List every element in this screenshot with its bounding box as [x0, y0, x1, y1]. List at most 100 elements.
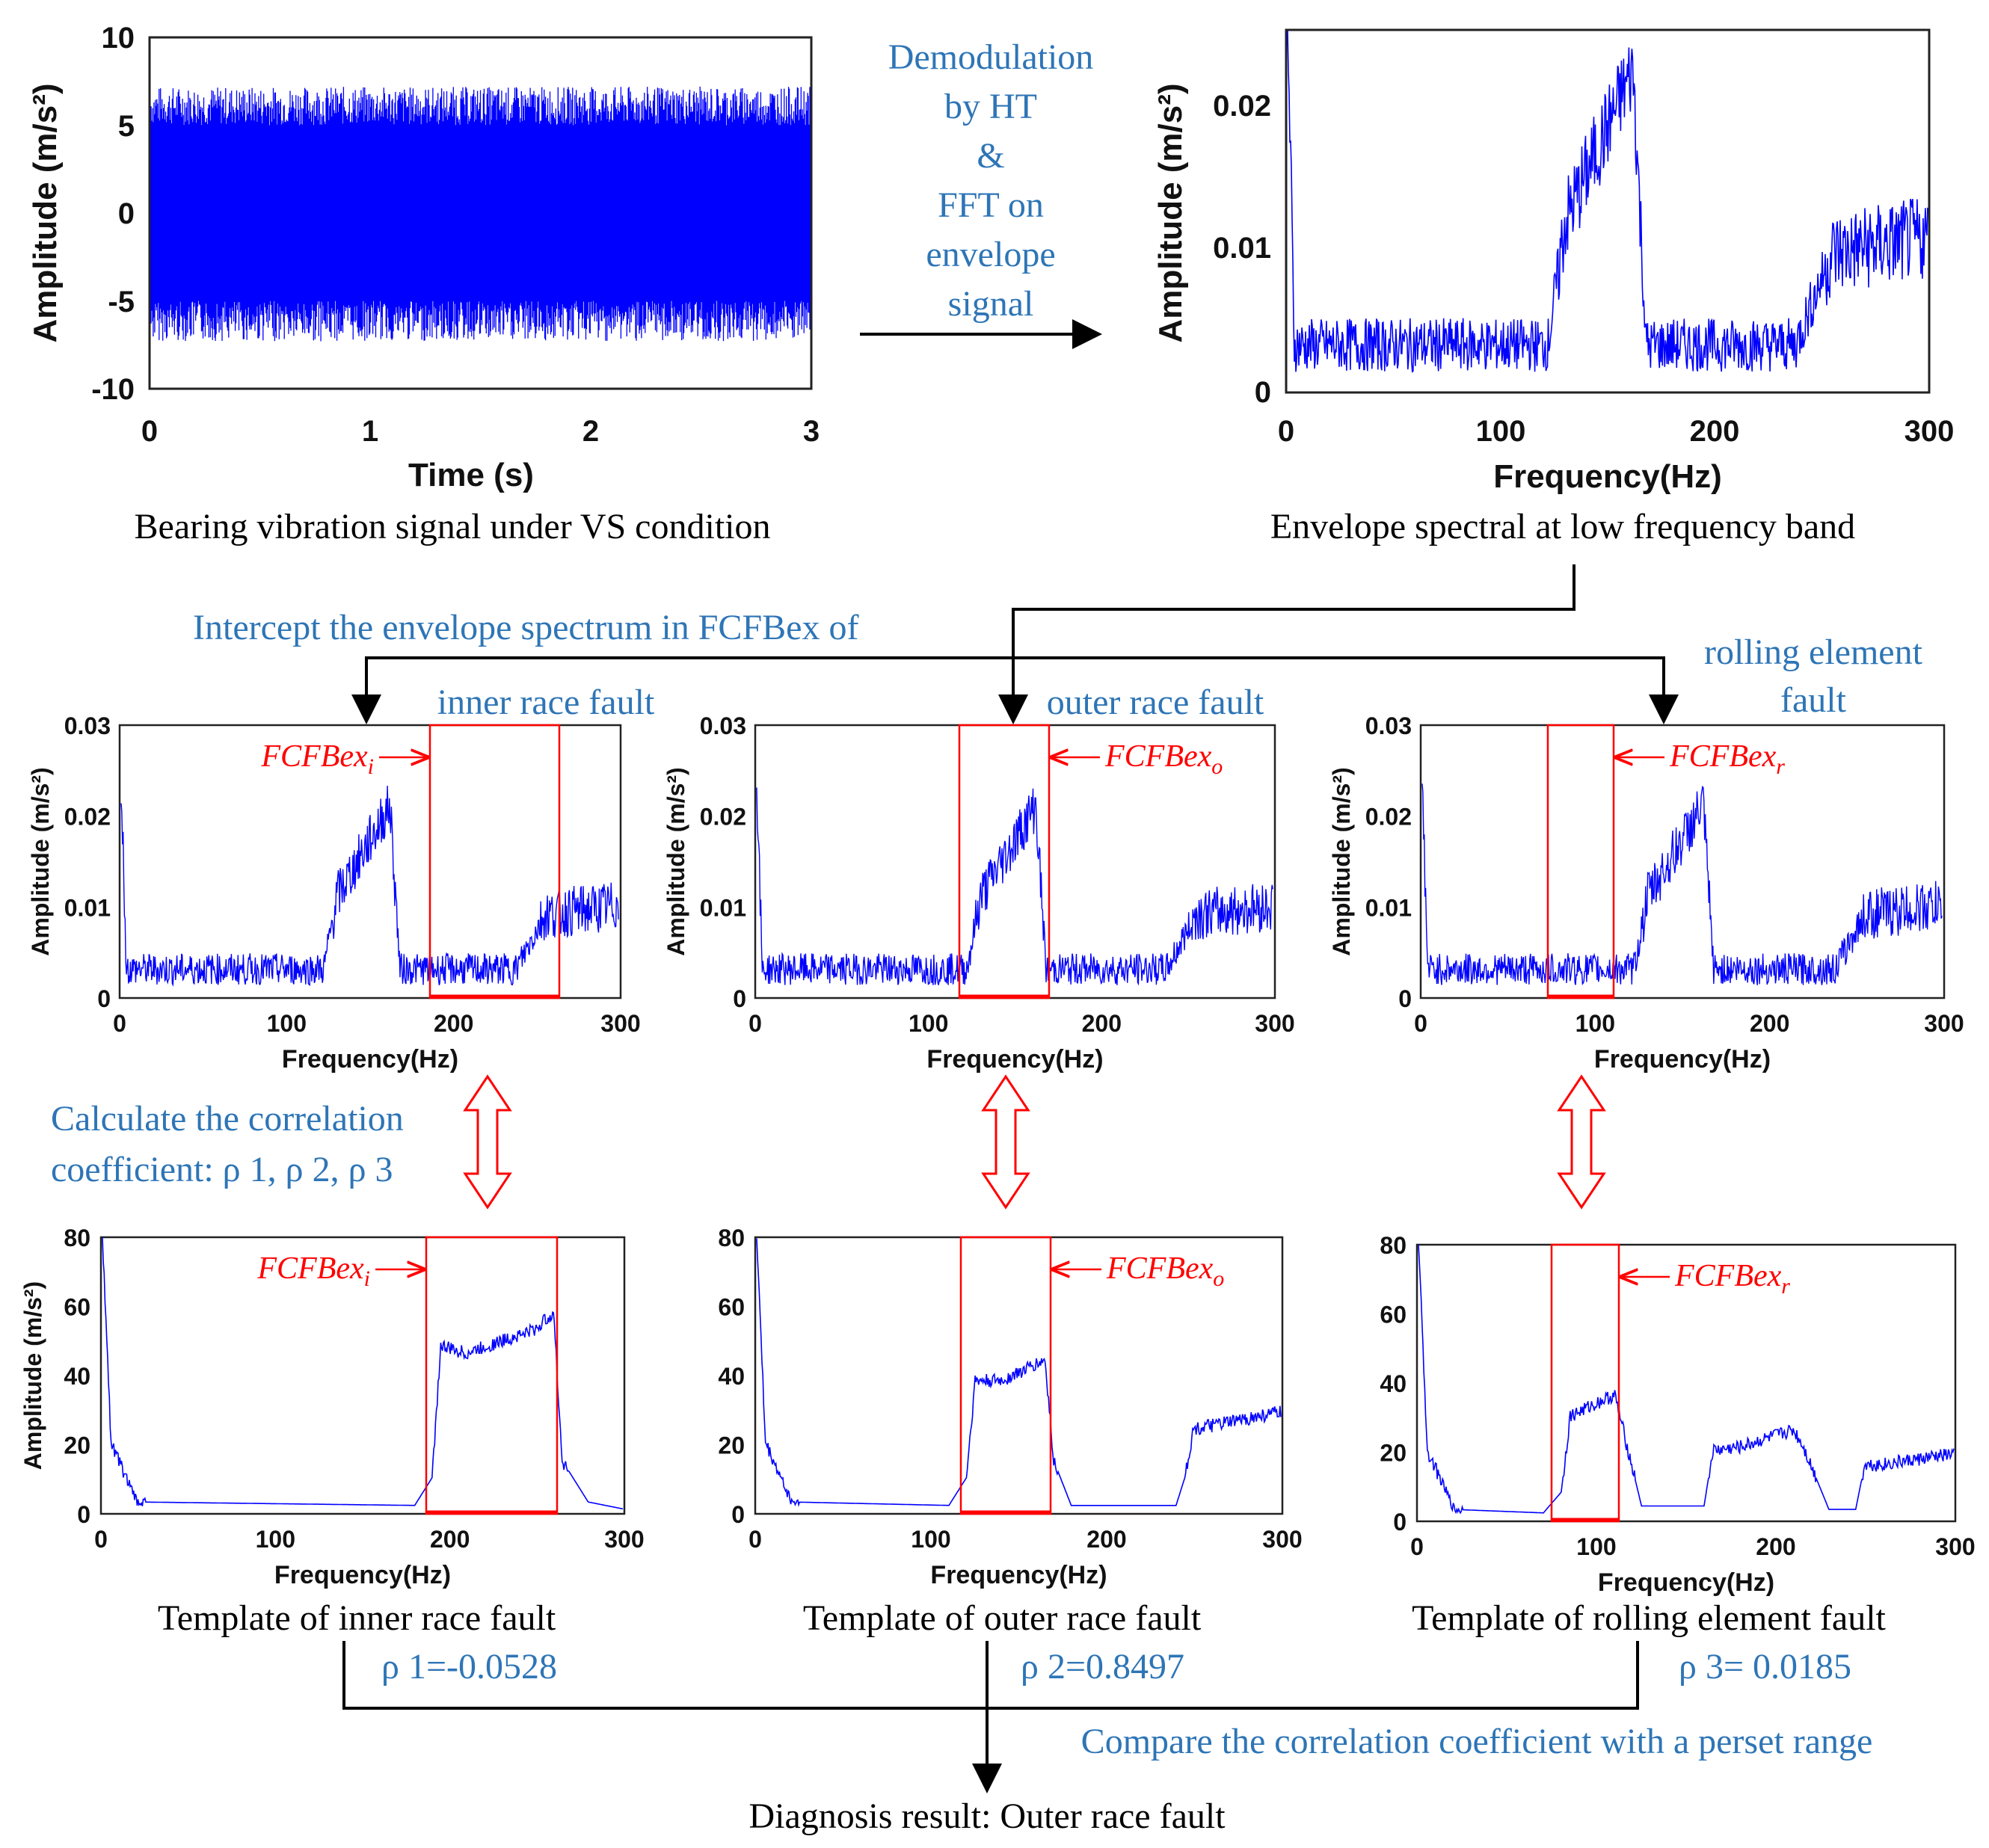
template-ytick: 80	[718, 1225, 745, 1251]
template-caption: Template of rolling element fault	[1412, 1598, 1886, 1638]
intercepted-xtick: 0	[748, 1010, 762, 1037]
signal-ytick: 0	[118, 197, 135, 230]
intercepted-ytick: 0	[97, 985, 111, 1012]
intercepted-ytick: 0.03	[1365, 712, 1412, 739]
envelope-xtick: 300	[1905, 415, 1955, 448]
intercepted-xtick: 100	[1575, 1010, 1615, 1037]
result-bar	[342, 1641, 1639, 1710]
result-connector	[342, 1641, 1639, 1793]
intercepted-xtick: 200	[434, 1010, 473, 1037]
template-ytick: 80	[64, 1225, 90, 1251]
template-xtick: 200	[1086, 1526, 1126, 1553]
template-ytick: 20	[718, 1432, 745, 1459]
envelope-ytick: 0.01	[1213, 232, 1271, 265]
double-arrow-icon	[463, 1074, 512, 1210]
arrow-text-line: signal	[948, 284, 1034, 324]
correlation-arrows	[463, 1074, 1606, 1210]
double-arrow-icon	[981, 1074, 1030, 1210]
arrow-text-line: envelope	[926, 235, 1055, 274]
signal-xtick: 0	[141, 415, 158, 448]
intercepted-axes-box	[118, 724, 622, 1000]
intercepted-xtick: 300	[1255, 1010, 1294, 1037]
intercepted-xtick: 0	[113, 1010, 126, 1037]
template-xtick: 300	[1262, 1526, 1302, 1553]
intercepted-ytick: 0.03	[64, 712, 111, 739]
signal-trace	[150, 86, 811, 342]
rho-value: ρ 2=0.8497	[1021, 1647, 1184, 1687]
envelope-caption: Envelope spectral at low frequency band	[1270, 507, 1855, 546]
arrow-text-line: FFT on	[938, 185, 1044, 225]
template-ytick: 40	[64, 1363, 90, 1390]
demodulation-step: Demodulation by HT & FFT on envelope sig…	[860, 37, 1102, 349]
template-caption: Template of outer race fault	[803, 1598, 1202, 1638]
signal-ylabel: Amplitude (m/s²)	[27, 83, 64, 342]
template-ytick: 40	[1380, 1370, 1407, 1397]
band-label: FCFBexr	[1674, 1259, 1790, 1299]
envelope-trace	[1287, 31, 1928, 373]
intercepted-ytick: 0.01	[1365, 894, 1412, 921]
intercepted-trace	[756, 787, 1273, 986]
label-inner: inner race fault	[437, 683, 655, 722]
rho-value: ρ 1=-0.0528	[381, 1647, 557, 1687]
envelope-ytick: 0.02	[1213, 90, 1271, 123]
envelope-ytick: 0	[1255, 376, 1271, 409]
signal-ytick: 5	[118, 110, 135, 143]
intercepted-axes-box	[1419, 724, 1946, 1000]
intercepted-ytick: 0.03	[700, 712, 746, 739]
intercepted-trace	[1421, 783, 1943, 985]
envelope-xtick: 0	[1278, 415, 1294, 448]
intercepted-xtick: 200	[1082, 1010, 1122, 1037]
label-rolling-2: fault	[1780, 680, 1847, 720]
intercepted-xlabel: Frequency(Hz)	[1594, 1045, 1771, 1074]
envelope-plot: Frequency(Hz) Amplitude (m/s²) 0 100 200…	[1152, 28, 1955, 546]
intercepted-ytick: 0.02	[1365, 804, 1412, 831]
intercepted-spectrum-plot: FCFBexi 0 100 200 300 0.03 0.02 0.01 0 Frequency(…	[27, 712, 641, 1074]
double-arrow-icon	[1557, 1074, 1606, 1210]
template-trace	[1418, 1245, 1955, 1515]
intercepted-ylabel: Amplitude (m/s²)	[27, 767, 54, 955]
envelope-xlabel: Frequency(Hz)	[1493, 458, 1722, 495]
template-ytick: 60	[1380, 1302, 1407, 1328]
diagnosis-result: Diagnosis result: Outer race fault	[748, 1796, 1226, 1836]
template-trace	[756, 1238, 1282, 1507]
template-ytick: 40	[718, 1363, 745, 1390]
label-outer: outer race fault	[1047, 683, 1264, 722]
band-label: FCFBexo	[1104, 739, 1223, 779]
envelope-ylabel: Amplitude (m/s²)	[1152, 83, 1189, 342]
intercepted-ytick: 0	[733, 985, 746, 1012]
template-xtick: 300	[604, 1526, 644, 1553]
arrow-text-line: Demodulation	[888, 37, 1094, 77]
intercepted-xtick: 100	[267, 1010, 307, 1037]
template-ytick: 0	[1393, 1509, 1407, 1536]
template-ytick: 20	[1380, 1440, 1407, 1467]
signal-trace-path	[150, 86, 811, 342]
template-ytick: 0	[731, 1501, 745, 1528]
template-xtick: 100	[1576, 1533, 1616, 1560]
template-xtick: 100	[256, 1526, 295, 1553]
intercepted-spectrum-plot: FCFBexo 0 100 200 300 0.03 0.02 0.01 0 Frequency(…	[663, 712, 1295, 1074]
template-ytick: 60	[64, 1294, 90, 1321]
band-label: FCFBexi	[260, 739, 374, 779]
signal-ytick: 10	[102, 22, 135, 55]
intercepted-xtick: 100	[909, 1010, 948, 1037]
envelope-xtick: 200	[1690, 415, 1740, 448]
intercepted-spectrum-plot: FCFBexr 0 100 200 300 0.03 0.02 0.01 0 Frequency(…	[1328, 712, 1964, 1074]
connector-outer	[998, 564, 1575, 724]
intercepted-trace	[120, 786, 619, 987]
correlation-text-line1: Calculate the correlation	[51, 1099, 404, 1139]
envelope-xtick: 100	[1476, 415, 1526, 448]
template-xtick: 0	[94, 1526, 108, 1553]
intercepted-ylabel: Amplitude (m/s²)	[663, 767, 689, 955]
band-label: FCFBexo	[1106, 1251, 1224, 1291]
arrow-text-line: &	[977, 136, 1004, 176]
template-ylabel: Amplitude (m/s²)	[19, 1281, 46, 1470]
intercepted-xtick: 0	[1414, 1010, 1427, 1037]
envelope-axes-box	[1285, 28, 1931, 394]
intercept-text: Intercept the envelope spectrum in FCFBe…	[193, 608, 858, 647]
intercepted-ytick: 0.01	[64, 894, 111, 921]
band-label: FCFBexi	[256, 1251, 370, 1291]
template-ytick: 0	[77, 1501, 90, 1528]
intercepted-ytick: 0.02	[700, 804, 746, 831]
